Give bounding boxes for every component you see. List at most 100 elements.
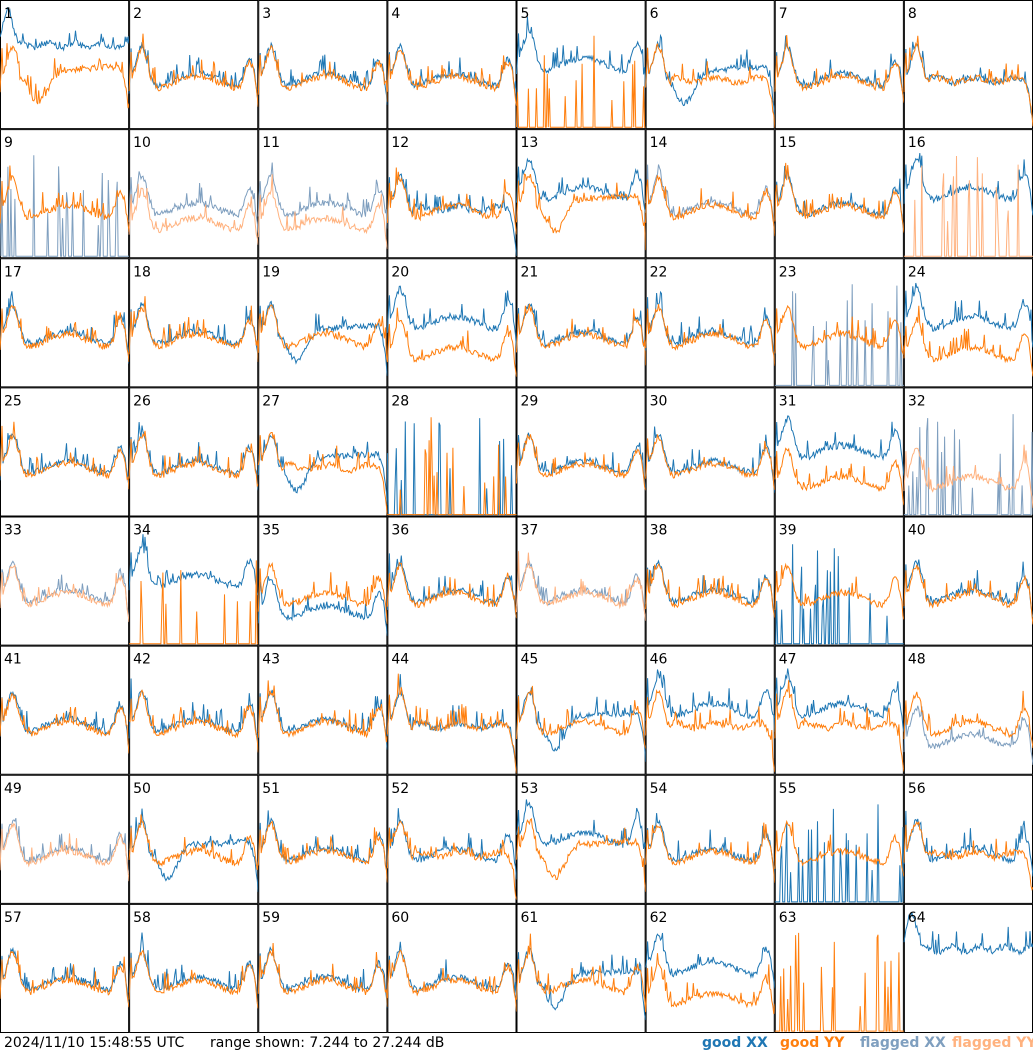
series-xx-48 [903, 705, 1033, 766]
series-xx-55 [774, 804, 905, 903]
series-xx-6 [645, 33, 776, 120]
panel-frame [0, 903, 130, 1033]
panel-label: 40 [908, 523, 926, 539]
panel-41: 41 [0, 645, 130, 775]
panel-39: 39 [774, 516, 905, 646]
panel-55: 55 [774, 774, 905, 904]
series-yy-40 [903, 564, 1033, 625]
series-yy-4 [386, 49, 517, 106]
panel-label: 39 [779, 523, 797, 539]
panel-label: 50 [133, 781, 151, 797]
panel-29: 29 [516, 387, 647, 517]
panel-label: 21 [521, 264, 539, 280]
panel-63: 63 [774, 903, 904, 1033]
series-xx-1 [0, 6, 130, 52]
series-xx-35 [257, 576, 388, 636]
series-yy-42 [128, 689, 259, 753]
panel-37: 37 [516, 516, 647, 646]
panel-12: 12 [386, 129, 517, 259]
panel-label: 36 [391, 523, 409, 539]
panel-label: 52 [391, 781, 409, 797]
panel-label: 10 [133, 135, 151, 151]
series-yy-27 [257, 432, 388, 516]
panel-frame [645, 774, 775, 904]
panel-24: 24 [903, 258, 1033, 388]
series-yy-63 [774, 932, 904, 1032]
panel-27: 27 [257, 387, 388, 517]
series-xx-9 [0, 155, 130, 257]
panel-25: 25 [0, 387, 130, 517]
panel-label: 64 [908, 910, 926, 926]
panel-label: 38 [650, 523, 668, 539]
series-xx-11 [257, 162, 388, 229]
series-yy-29 [516, 433, 647, 491]
panel-label: 4 [391, 6, 400, 22]
panel-frame [903, 774, 1033, 904]
series-yy-38 [645, 563, 776, 618]
panel-label: 53 [521, 781, 539, 797]
panel-frame [903, 903, 1033, 1033]
panel-label: 11 [262, 135, 280, 151]
series-xx-13 [516, 157, 647, 214]
panel-34: 34 [128, 516, 259, 646]
panel-46: 46 [645, 645, 776, 775]
panel-40: 40 [903, 516, 1033, 646]
panel-frame [129, 258, 259, 388]
series-yy-2 [128, 33, 259, 107]
series-yy-1 [0, 43, 130, 109]
panel-frame [645, 258, 775, 388]
panel-60: 60 [386, 903, 517, 1033]
panel-48: 48 [903, 645, 1033, 775]
panel-38: 38 [645, 516, 776, 646]
series-yy-43 [257, 680, 388, 743]
series-yy-39 [774, 562, 905, 620]
series-yy-25 [0, 421, 130, 490]
panel-label: 23 [779, 264, 797, 280]
series-yy-31 [774, 447, 905, 506]
panel-59: 59 [257, 903, 388, 1033]
panel-label: 3 [262, 6, 271, 22]
panel-31: 31 [774, 387, 905, 517]
series-yy-35 [257, 562, 388, 625]
panel-label: 30 [650, 393, 668, 409]
panel-label: 57 [4, 910, 22, 926]
panel-36: 36 [386, 516, 517, 646]
panel-frame [258, 774, 388, 904]
panel-label: 18 [133, 264, 151, 280]
panel-frame [0, 258, 130, 388]
panel-frame [645, 903, 775, 1033]
panel-64: 64 [903, 903, 1033, 1033]
series-xx-50 [128, 808, 259, 893]
panel-label: 7 [779, 6, 788, 22]
panel-13: 13 [516, 129, 647, 259]
series-yy-48 [903, 690, 1033, 749]
panel-20: 20 [386, 258, 517, 388]
panel-label: 60 [391, 910, 409, 926]
panel-frame [387, 129, 517, 259]
panel-label: 34 [133, 523, 151, 539]
panel-label: 49 [4, 781, 22, 797]
series-yy-58 [128, 949, 259, 1009]
panel-3: 3 [257, 0, 388, 130]
panel-51: 51 [257, 774, 388, 904]
series-xx-57 [0, 946, 130, 1005]
panel-label: 31 [779, 393, 797, 409]
panel-label: 58 [133, 910, 151, 926]
panel-label: 6 [650, 6, 659, 22]
footer: 2024/11/10 15:48:55 UTC range shown: 7.2… [0, 1033, 1033, 1053]
panel-label: 56 [908, 781, 926, 797]
panel-frame [129, 774, 259, 904]
panel-28: 28 [386, 387, 517, 517]
series-xx-45 [516, 687, 647, 762]
series-xx-15 [774, 165, 905, 231]
panel-frame [258, 129, 388, 259]
series-yy-55 [774, 819, 905, 877]
series-xx-49 [0, 817, 130, 875]
panel-frame [258, 903, 388, 1033]
panel-frame [387, 903, 517, 1033]
panel-frame [129, 387, 259, 517]
panel-label: 46 [650, 652, 668, 668]
panel-frame [516, 258, 646, 388]
series-yy-12 [386, 167, 517, 235]
panel-frame [0, 516, 130, 646]
